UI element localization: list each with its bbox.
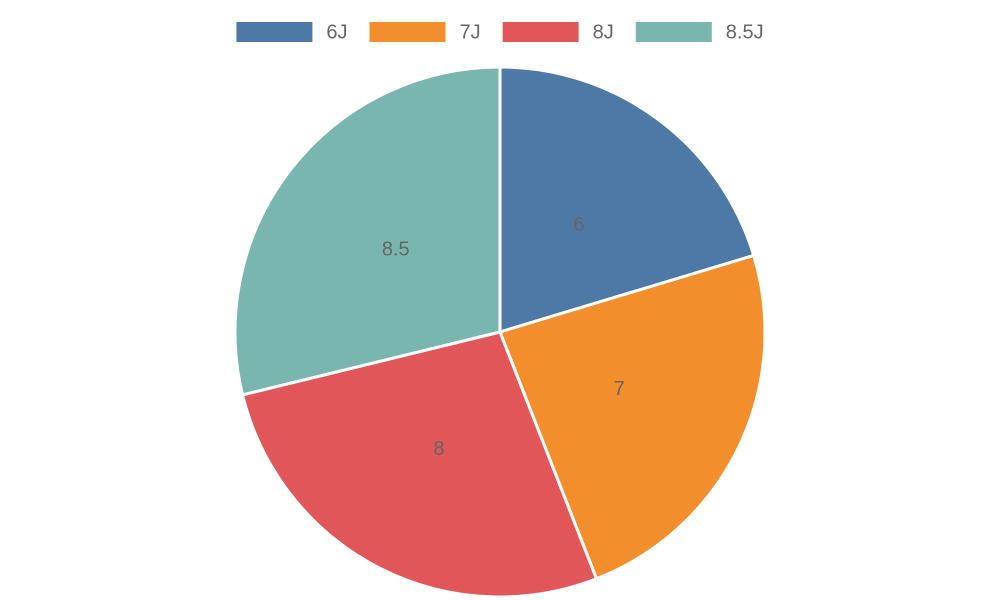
slice-label: 7 [614,378,625,400]
slice-label: 6 [573,214,584,236]
legend-label: 6J [326,21,347,43]
legend-swatch [502,22,579,42]
pie-slice [498,65,756,335]
legend: 6J 7J 8J 8.5J [236,21,764,43]
legend-label: 8J [593,21,614,43]
legend-swatch [236,22,313,42]
legend-swatch [369,22,446,42]
legend-swatch [635,22,712,42]
legend-label: 7J [460,21,481,43]
pie-slice [240,330,599,599]
pie-slice [233,65,502,397]
legend-label: 8.5J [726,21,764,43]
slice-label: 8 [433,438,444,460]
slice-label: 8.5 [382,238,410,260]
